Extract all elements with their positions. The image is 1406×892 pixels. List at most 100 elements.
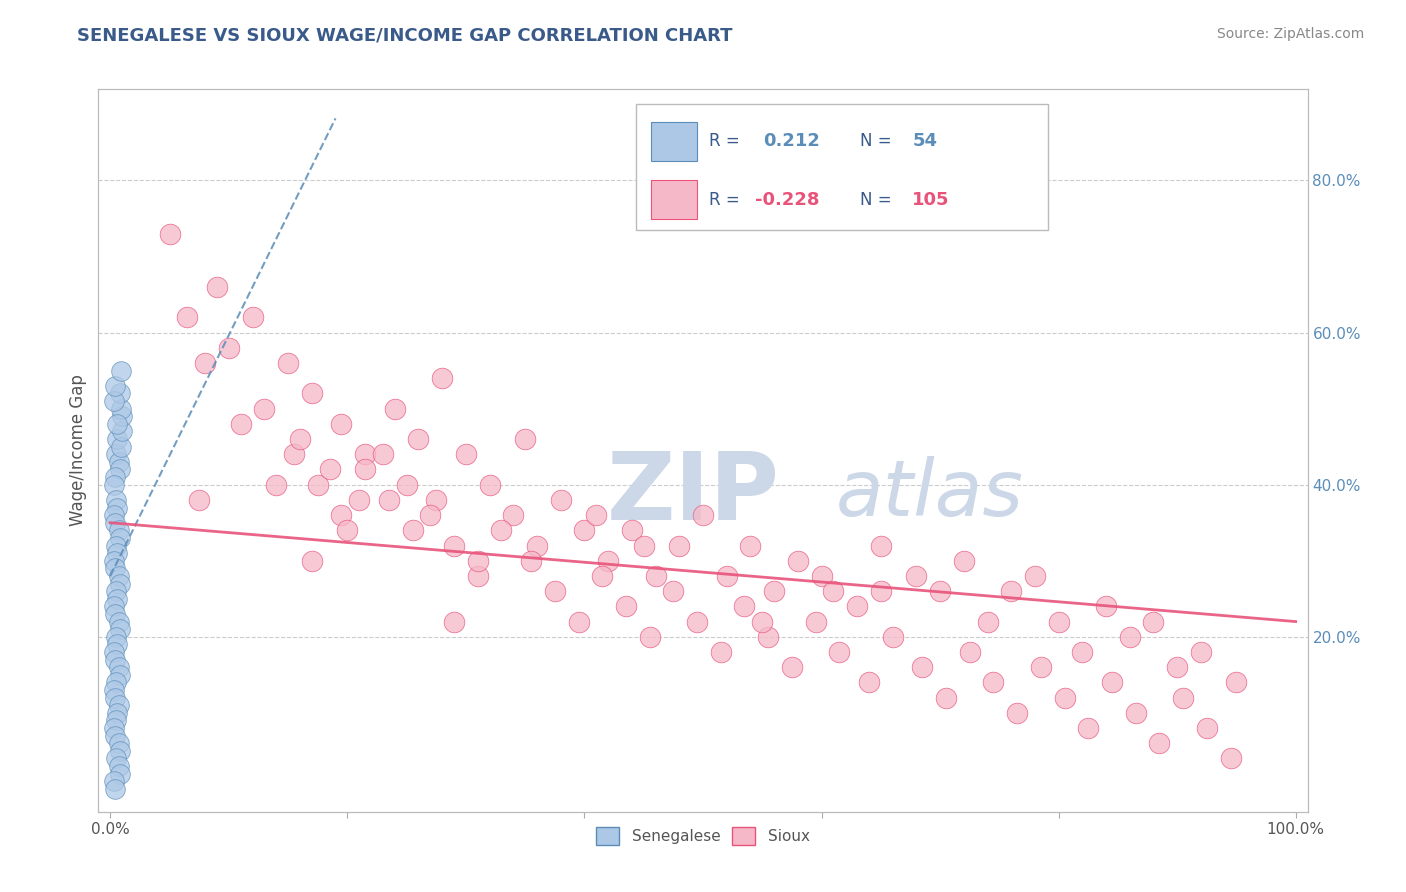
Point: [354, 447, 377, 461]
Point: [188, 492, 211, 507]
Point: [443, 615, 465, 629]
Point: [108, 531, 131, 545]
Point: [103, 554, 125, 568]
Point: [105, 637, 128, 651]
Point: [104, 607, 127, 621]
Point: [105, 675, 128, 690]
Point: [107, 759, 129, 773]
Point: [330, 508, 353, 522]
Point: [544, 584, 567, 599]
Point: [103, 645, 125, 659]
Point: [347, 492, 370, 507]
Point: [371, 447, 394, 461]
Point: [710, 645, 733, 659]
Point: [763, 584, 786, 599]
Point: [869, 539, 891, 553]
Point: [107, 660, 129, 674]
Point: [662, 584, 685, 599]
Point: [105, 751, 128, 765]
Point: [336, 524, 359, 538]
Text: SENEGALESE VS SIOUX WAGE/INCOME GAP CORRELATION CHART: SENEGALESE VS SIOUX WAGE/INCOME GAP CORR…: [77, 27, 733, 45]
Point: [218, 341, 240, 355]
Point: [205, 280, 228, 294]
Point: [104, 379, 127, 393]
Point: [567, 615, 589, 629]
Point: [104, 470, 127, 484]
Point: [104, 781, 127, 796]
Point: [176, 310, 198, 325]
Point: [585, 508, 607, 522]
Point: [104, 652, 127, 666]
Point: [105, 591, 128, 606]
Point: [395, 477, 418, 491]
Point: [105, 500, 128, 515]
Point: [1125, 706, 1147, 720]
Point: [952, 554, 974, 568]
Point: [1219, 751, 1241, 765]
Text: R =: R =: [709, 191, 745, 209]
Point: [104, 729, 127, 743]
Point: [929, 584, 952, 599]
Text: 54: 54: [912, 132, 938, 150]
Point: [301, 554, 323, 568]
Point: [905, 569, 928, 583]
Point: [110, 401, 132, 416]
Point: [598, 554, 620, 568]
Point: [330, 417, 353, 431]
Point: [740, 539, 762, 553]
Text: ZIP: ZIP: [606, 448, 779, 540]
Point: [882, 630, 904, 644]
Point: [804, 615, 827, 629]
Point: [1189, 645, 1212, 659]
Point: [103, 774, 125, 789]
Point: [110, 440, 132, 454]
Point: [103, 683, 125, 698]
Point: [1005, 706, 1028, 720]
Point: [686, 615, 709, 629]
Point: [780, 660, 803, 674]
Point: [425, 492, 447, 507]
Point: [105, 492, 128, 507]
Point: [1071, 645, 1094, 659]
Point: [103, 394, 125, 409]
Point: [108, 576, 131, 591]
Point: [242, 310, 264, 325]
Point: [107, 615, 129, 629]
Point: [591, 569, 613, 583]
Point: [318, 462, 340, 476]
Point: [1166, 660, 1188, 674]
Point: [384, 401, 406, 416]
Point: [103, 599, 125, 614]
Point: [105, 714, 128, 728]
Point: [443, 539, 465, 553]
Point: [108, 668, 131, 682]
Point: [105, 417, 128, 431]
Text: Source: ZipAtlas.com: Source: ZipAtlas.com: [1216, 27, 1364, 41]
Point: [307, 477, 329, 491]
Text: atlas: atlas: [837, 456, 1024, 532]
Point: [869, 584, 891, 599]
Point: [105, 630, 128, 644]
Point: [253, 401, 276, 416]
Point: [1047, 615, 1070, 629]
Point: [1149, 736, 1171, 750]
Point: [620, 524, 643, 538]
Point: [103, 508, 125, 522]
Point: [668, 539, 690, 553]
Point: [108, 386, 131, 401]
FancyBboxPatch shape: [651, 121, 697, 161]
Y-axis label: Wage/Income Gap: Wage/Income Gap: [69, 375, 87, 526]
Point: [264, 477, 287, 491]
Point: [1195, 721, 1218, 735]
Point: [786, 554, 808, 568]
Point: [110, 363, 132, 377]
Point: [810, 569, 832, 583]
FancyBboxPatch shape: [637, 103, 1047, 230]
Point: [108, 462, 131, 476]
Point: [828, 645, 851, 659]
Point: [574, 524, 596, 538]
Point: [692, 508, 714, 522]
Point: [432, 371, 454, 385]
Point: [515, 432, 537, 446]
Point: [107, 455, 129, 469]
